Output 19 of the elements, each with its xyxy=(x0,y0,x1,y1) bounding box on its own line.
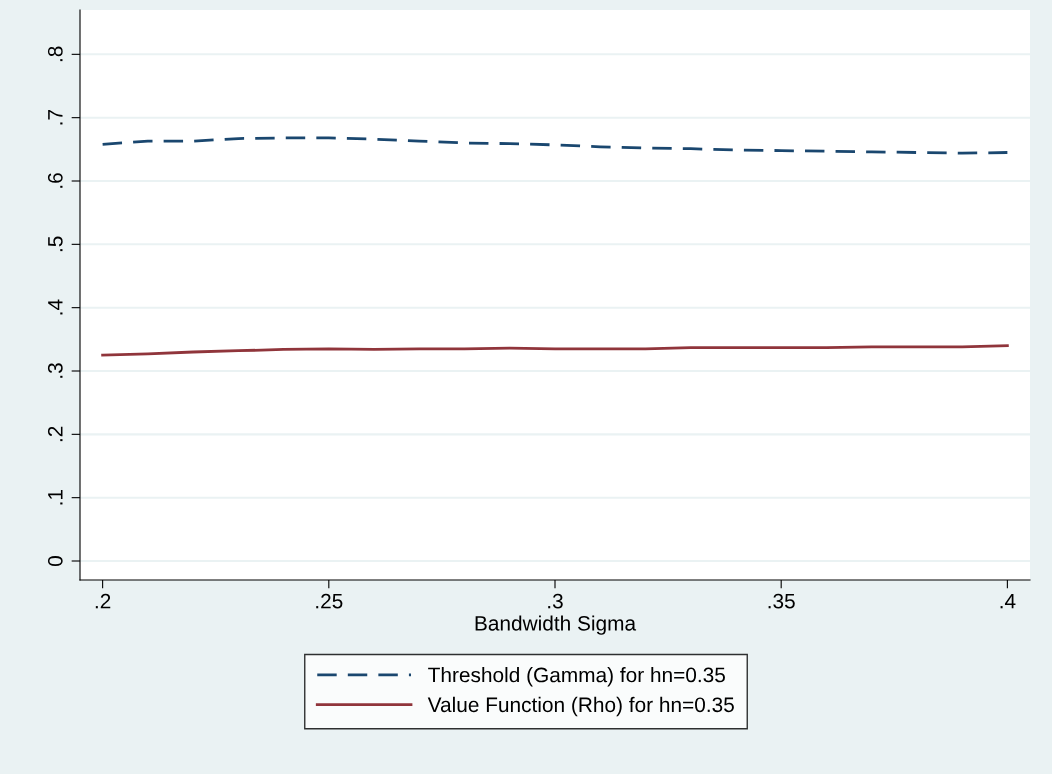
y-tick-label: .6 xyxy=(47,173,63,188)
y-tick-label: .7 xyxy=(48,110,63,125)
x-tick-label: .2 xyxy=(95,593,111,609)
x-tick-label: .4 xyxy=(1000,593,1016,609)
y-tick-label: .5 xyxy=(48,236,63,252)
y-tick-label: .1 xyxy=(48,490,63,505)
x-tick-label: .3 xyxy=(548,593,563,609)
x-tick-label: .25 xyxy=(316,593,343,609)
line-series xyxy=(101,344,1009,357)
y-tick-label: .3 xyxy=(47,363,63,378)
x-axis-title: Bandwidth Sigma xyxy=(475,615,637,635)
legend-label: Value Function (Rho) for hn=0.35 xyxy=(427,696,734,717)
line-series xyxy=(101,136,1009,155)
y-tick-label: .4 xyxy=(48,299,63,315)
y-tick-label: .2 xyxy=(47,426,63,442)
y-tick-label: 0 xyxy=(47,556,63,566)
y-tick-label: .8 xyxy=(47,46,63,62)
legend-label: Threshold (Gamma) for hn=0.35 xyxy=(428,667,725,687)
x-tick-label: .35 xyxy=(768,593,795,609)
